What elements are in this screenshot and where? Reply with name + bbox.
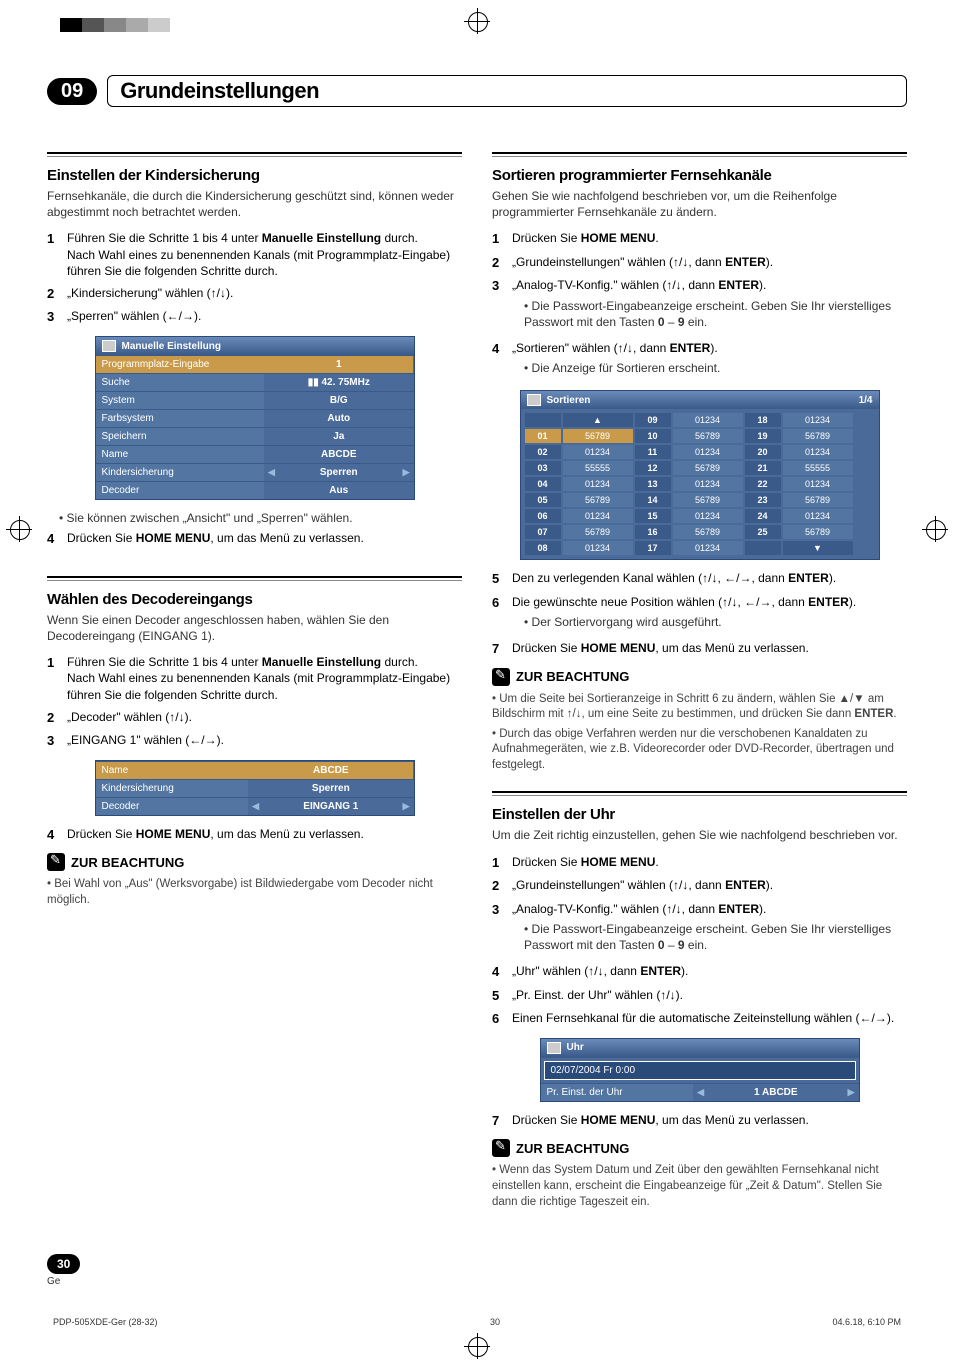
- osd-manual-setting: Manuelle Einstellung Programmplatz-Einga…: [95, 336, 415, 500]
- tv-icon: [102, 340, 116, 352]
- registration-mark: [10, 520, 28, 538]
- osd-decoder: NameABCDEKindersicherungSperrenDecoderEI…: [95, 760, 415, 816]
- page-lang: Ge: [47, 1276, 907, 1287]
- note-bullet: Um die Seite bei Sortieranzeige in Schri…: [492, 692, 907, 723]
- steps-list: 1Führen Sie die Schritte 1 bis 4 unter M…: [47, 230, 462, 326]
- note-bullet: Wenn das System Datum und Zeit über den …: [492, 1163, 907, 1210]
- note-bullet: Durch das obige Verfahren werden nur die…: [492, 727, 907, 774]
- note-heading: ZUR BEACHTUNG: [492, 1139, 907, 1157]
- registration-mark: [468, 1337, 486, 1355]
- section-intro: Fernsehkanäle, die durch die Kindersiche…: [47, 188, 462, 220]
- tv-icon: [547, 1042, 561, 1054]
- color-bar: [60, 18, 170, 32]
- footer-timestamp: 04.6.18, 6:10 PM: [832, 1317, 901, 1327]
- note-heading: ZUR BEACHTUNG: [492, 668, 907, 686]
- page-footer: 30 Ge PDP-505XDE-Ger (28-32) 30 04.6.18,…: [47, 1254, 907, 1327]
- bullet: Sie können zwischen „Ansicht" und „Sperr…: [59, 510, 462, 526]
- chapter-title: Grundeinstellungen: [107, 75, 907, 107]
- chapter-number: 09: [47, 78, 97, 105]
- osd-clock: Uhr 02/07/2004 Fr 0:00 Pr. Einst. der Uh…: [540, 1038, 860, 1102]
- page-number: 30: [47, 1254, 80, 1274]
- section-title: Sortieren programmierter Fernsehkanäle: [492, 167, 907, 184]
- tv-icon: [527, 394, 541, 406]
- section-intro: Wenn Sie einen Decoder angeschlossen hab…: [47, 612, 462, 644]
- section-intro: Um die Zeit richtig einzustellen, gehen …: [492, 827, 907, 843]
- right-column: Sortieren programmierter Fernsehkanäle G…: [492, 152, 907, 1214]
- footer-page: 30: [490, 1317, 500, 1327]
- section-intro: Gehen Sie wie nachfolgend beschrieben vo…: [492, 188, 907, 220]
- note-heading: ZUR BEACHTUNG: [47, 853, 462, 871]
- section-title: Wählen des Decodereingangs: [47, 591, 462, 608]
- section-title: Einstellen der Uhr: [492, 806, 907, 823]
- note-bullet: Bei Wahl von „Aus" (Werksvorgabe) ist Bi…: [47, 877, 462, 908]
- left-column: Einstellen der Kindersicherung Fernsehka…: [47, 152, 462, 1214]
- registration-mark: [926, 520, 944, 538]
- note-icon: [492, 1139, 510, 1157]
- note-icon: [47, 853, 65, 871]
- note-icon: [492, 668, 510, 686]
- osd-sort: Sortieren1/4 ▲09012341801234015678910567…: [520, 390, 880, 560]
- registration-mark: [468, 12, 486, 30]
- footer-file: PDP-505XDE-Ger (28-32): [53, 1317, 158, 1327]
- chapter-header: 09 Grundeinstellungen: [47, 75, 907, 107]
- section-title: Einstellen der Kindersicherung: [47, 167, 462, 184]
